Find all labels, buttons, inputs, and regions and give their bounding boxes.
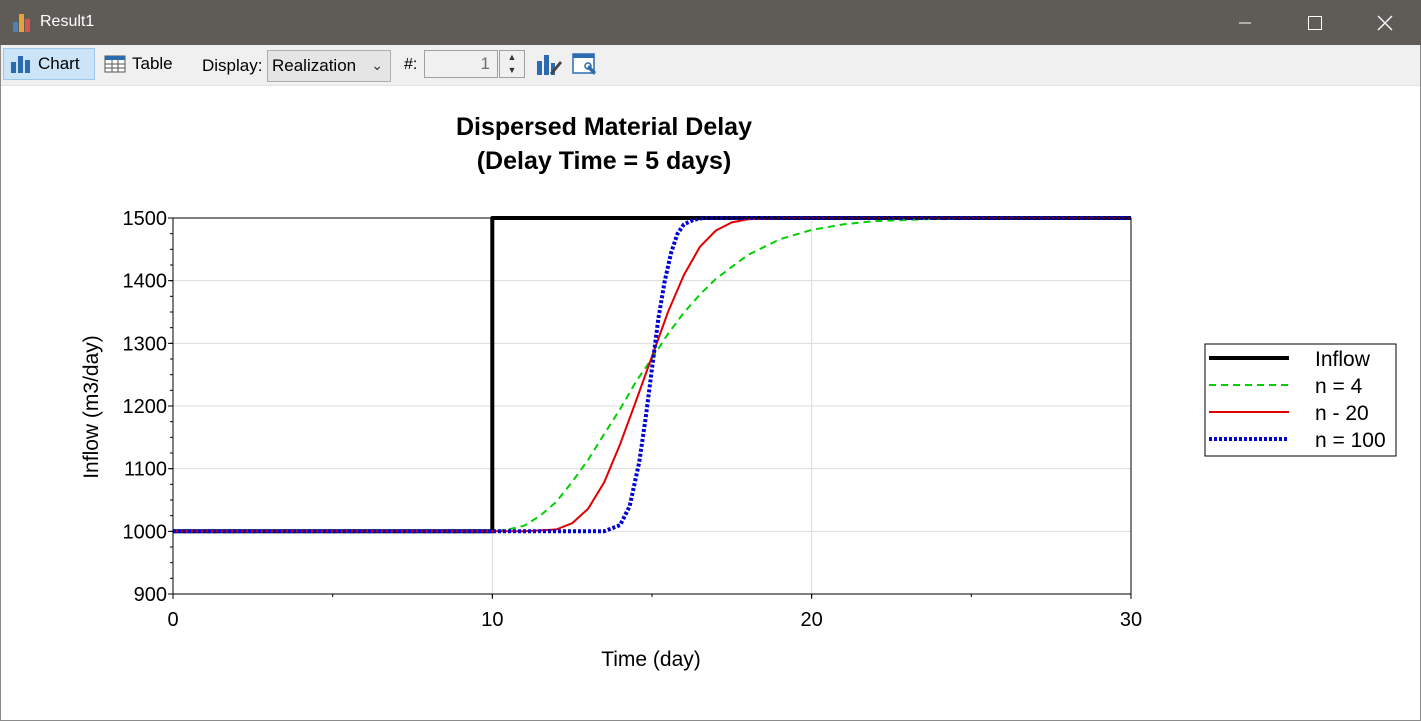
chart-legend: Inflow n = 4 n - 20 n = 100 bbox=[1204, 343, 1397, 457]
chart-ticks: 900 1000 1100 1200 1300 1400 1500 0 10 20 30 bbox=[123, 208, 1143, 631]
x-tick-label: 10 bbox=[481, 609, 503, 631]
realization-spinner[interactable]: ▲ ▼ bbox=[499, 50, 525, 78]
legend-label: n - 20 bbox=[1315, 402, 1369, 425]
spin-down-icon[interactable]: ▼ bbox=[507, 65, 517, 75]
x-tick-label: 30 bbox=[1120, 609, 1142, 631]
y-tick-label: 1200 bbox=[123, 396, 168, 418]
table-button-label: Table bbox=[132, 54, 173, 73]
y-tick-label: 1500 bbox=[123, 208, 168, 230]
chart-button-label: Chart bbox=[38, 54, 80, 73]
y-tick-label: 1000 bbox=[123, 521, 168, 543]
realization-number-input[interactable]: 1 bbox=[424, 50, 498, 78]
legend-label: n = 100 bbox=[1315, 429, 1386, 452]
chart-properties-icon[interactable] bbox=[536, 51, 562, 77]
maximize-icon bbox=[1308, 15, 1322, 30]
display-select-value: Realization bbox=[272, 56, 357, 75]
x-tick-label: 0 bbox=[167, 609, 178, 631]
plot-frame bbox=[172, 217, 1132, 595]
bar-chart-icon bbox=[11, 56, 30, 73]
y-tick-label: 1100 bbox=[124, 459, 167, 481]
chart-grid bbox=[172, 217, 1132, 595]
y-axis-label: Inflow (m3/day) bbox=[80, 335, 103, 479]
legend-label: Inflow bbox=[1315, 348, 1371, 371]
chart-settings-icon[interactable] bbox=[572, 51, 598, 77]
maximize-button[interactable] bbox=[1292, 0, 1338, 45]
x-tick-label: 20 bbox=[801, 609, 823, 631]
chart-title: Dispersed Material Delay bbox=[456, 113, 752, 141]
y-tick-label: 1400 bbox=[123, 271, 168, 293]
legend-label: n = 4 bbox=[1315, 375, 1363, 398]
chart-app-icon bbox=[12, 12, 32, 32]
y-tick-label: 1300 bbox=[123, 333, 168, 355]
toolbar: Chart Table Display: Realization ⌄ #: 1 … bbox=[0, 45, 1421, 86]
series-line-n-100 bbox=[173, 216, 1131, 534]
display-label: Display: bbox=[202, 56, 263, 75]
chart-area: Dispersed Material Delay (Delay Time = 5… bbox=[80, 113, 1397, 671]
close-button[interactable] bbox=[1362, 0, 1408, 45]
close-icon bbox=[1377, 15, 1393, 30]
title-bar: Result1 bbox=[0, 0, 1421, 45]
display-select[interactable]: Realization ⌄ bbox=[267, 50, 391, 82]
chart-series bbox=[173, 216, 1131, 534]
table-button[interactable]: Table bbox=[98, 48, 183, 80]
realization-number-label: #: bbox=[404, 56, 418, 73]
chart-subtitle: (Delay Time = 5 days) bbox=[477, 147, 732, 175]
minimize-icon bbox=[1239, 22, 1251, 23]
window-title: Result1 bbox=[40, 13, 95, 30]
series-line-n-4 bbox=[173, 217, 1131, 533]
y-tick-label: 900 bbox=[134, 584, 167, 606]
chevron-down-icon: ⌄ bbox=[371, 57, 383, 73]
x-axis-label: Time (day) bbox=[601, 648, 701, 671]
table-icon bbox=[104, 55, 126, 73]
spin-up-icon[interactable]: ▲ bbox=[507, 52, 517, 62]
chart-button[interactable]: Chart bbox=[3, 48, 95, 80]
minimize-button[interactable] bbox=[1222, 0, 1268, 45]
